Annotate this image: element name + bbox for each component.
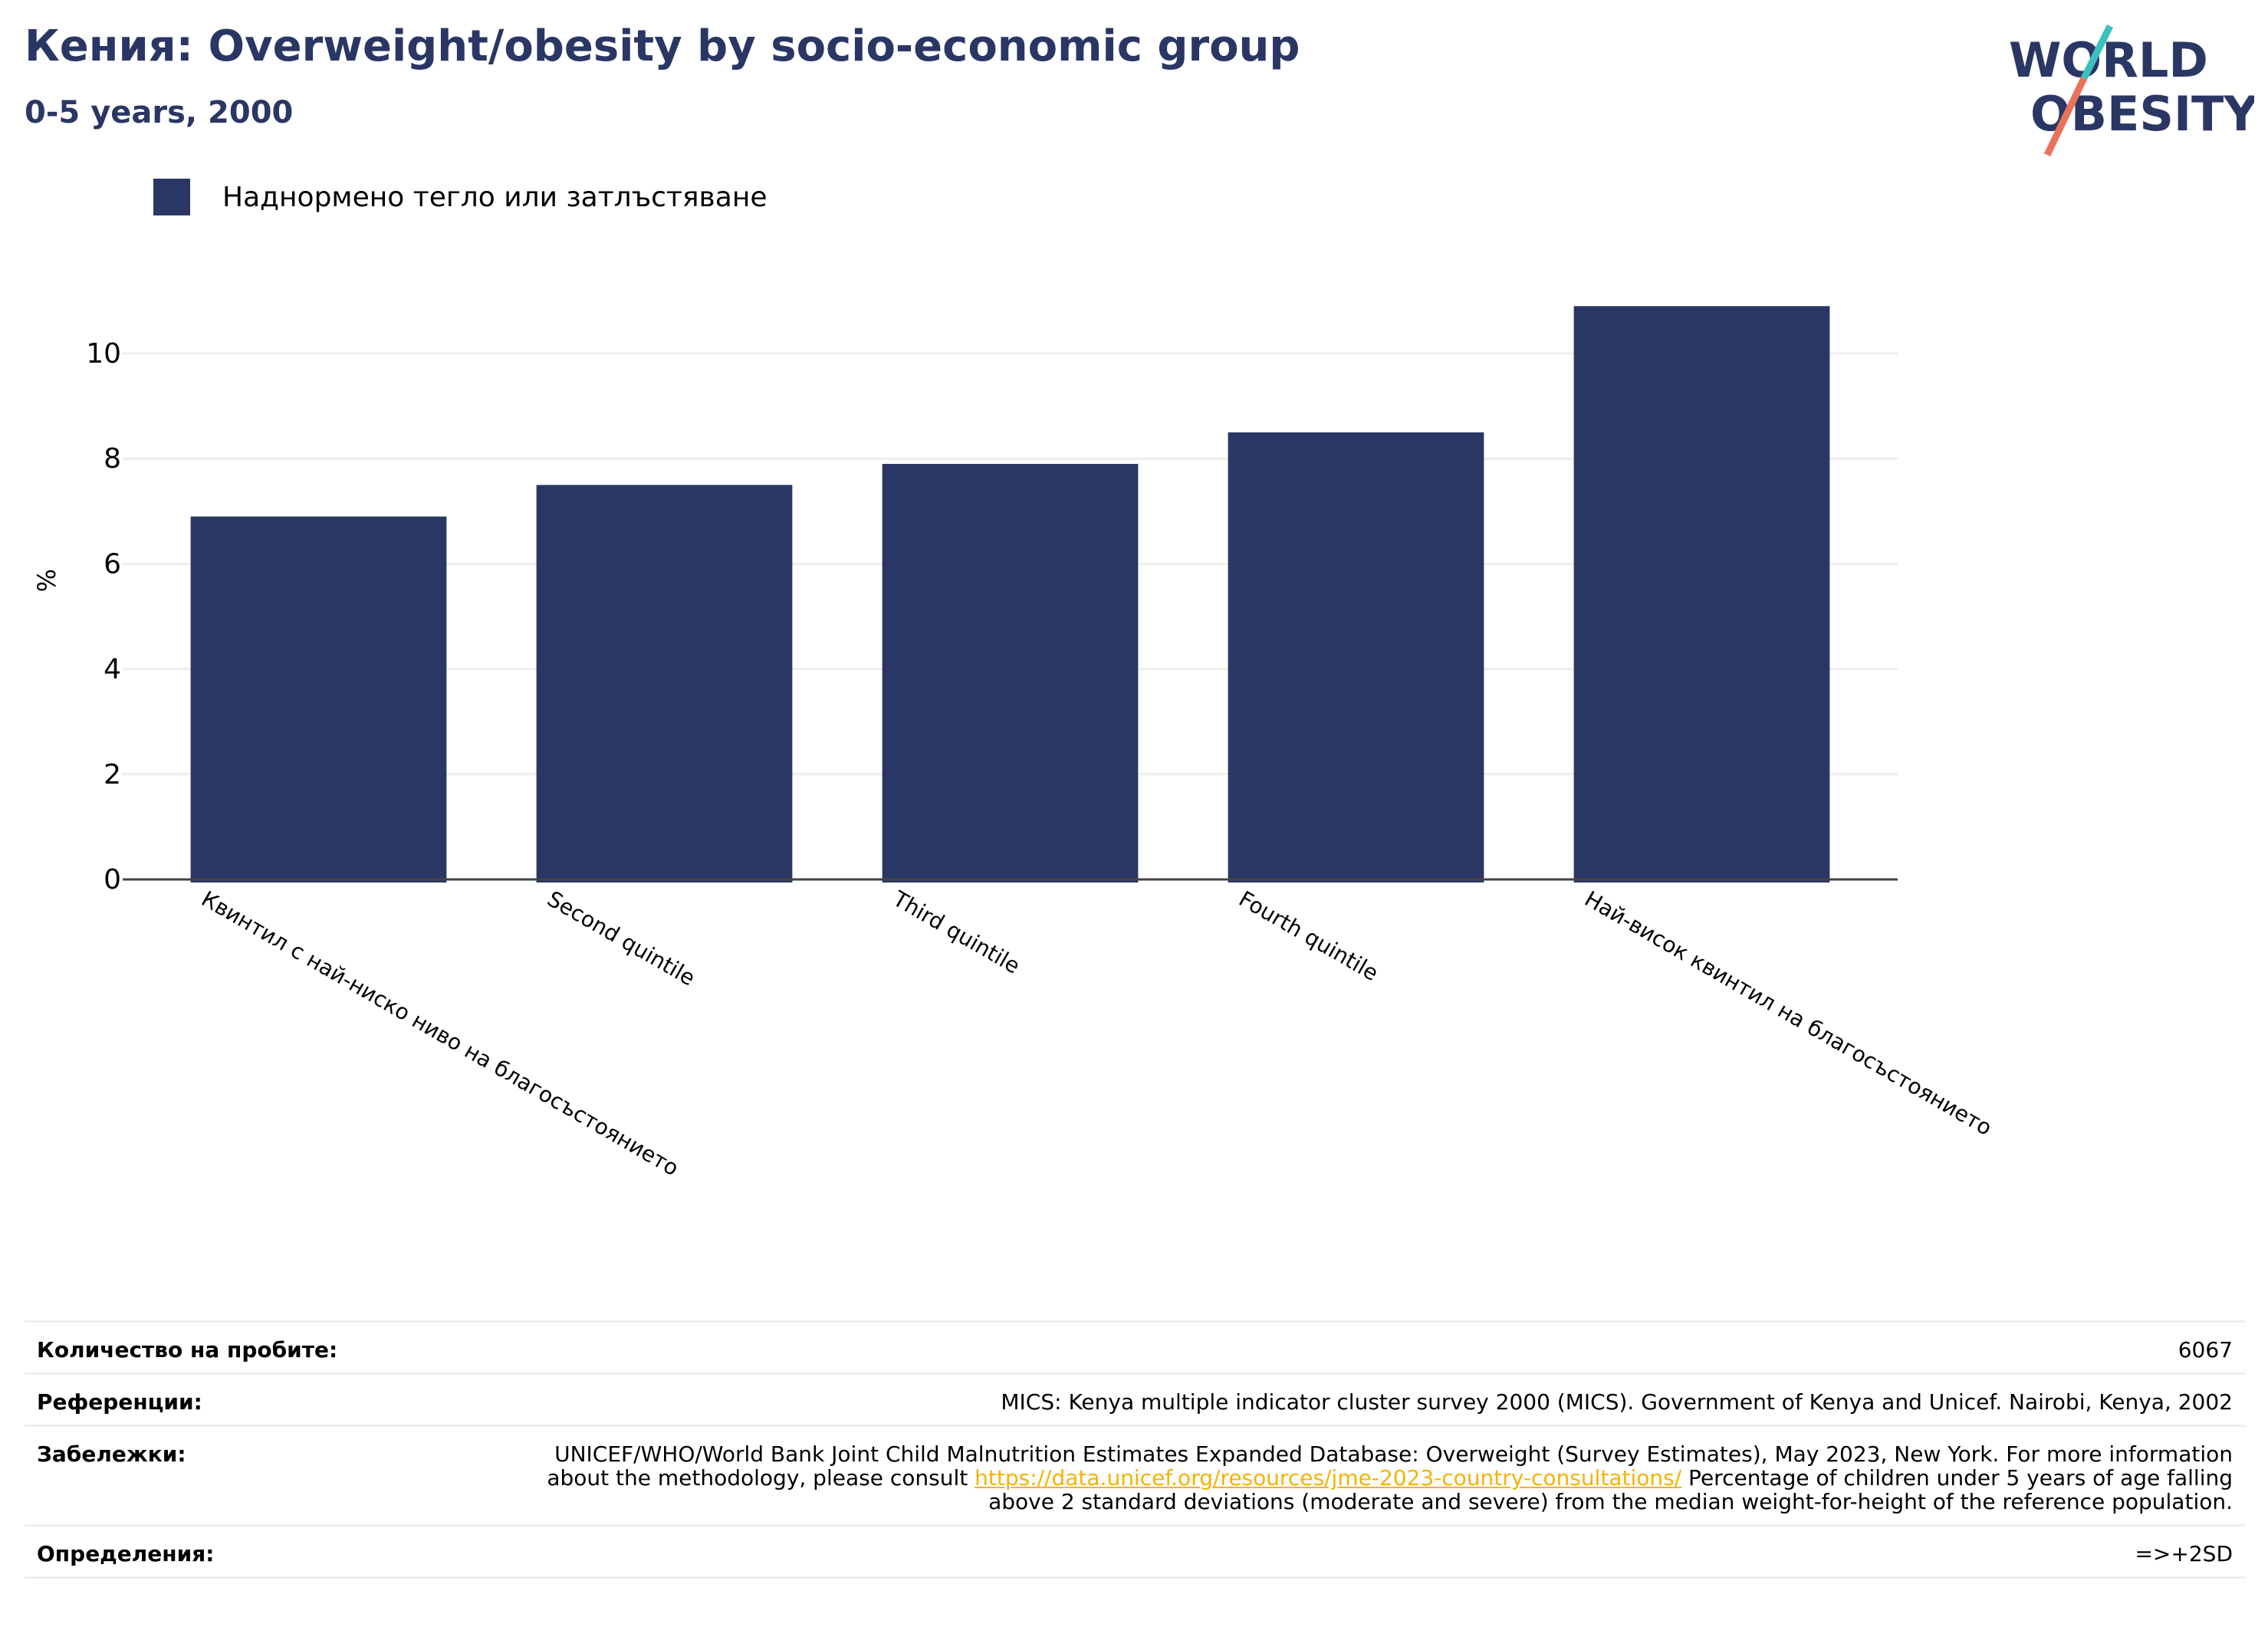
definitions-label: Определения: [37,1541,215,1566]
references-value: MICS: Kenya multiple indicator cluster s… [1001,1389,2233,1415]
chart-subtitle: 0-5 years, 2000 [25,95,294,130]
x-tick-label: Third quintile [888,886,1024,979]
y-tick-label: 0 [104,864,121,896]
y-tick-label: 6 [104,548,121,580]
methodology-link[interactable]: https://data.unicef.org/resources/jme-20… [975,1465,1682,1491]
chart-footer: Количество на пробите: 6067 Референции: … [25,1320,2245,1579]
world-obesity-logo: WORLD OBESITY [2009,24,2254,156]
x-tick-label: Second quintile [543,886,699,991]
notes-text-after: Percentage of children under 5 years of … [988,1465,2233,1514]
bar [536,485,793,883]
footer-row-definitions: Определения: =>+2SD [25,1524,2245,1579]
notes-text-before: UNICEF/WHO/World Bank Joint Child Malnut… [547,1441,2233,1491]
definitions-value: =>+2SD [2135,1541,2233,1566]
svg-text:WORLD: WORLD [2009,32,2208,88]
legend-label: Наднормено тегло или затлъстяване [222,181,768,213]
x-tick-label: Fourth quintile [1234,886,1382,986]
sample-label: Количество на пробите: [37,1337,338,1362]
y-tick-label: 4 [104,654,121,685]
notes-label: Забележки: [37,1441,186,1467]
bar [882,464,1139,883]
x-tick-label: Най-висок квинтил на благосъстоянието [1580,886,1996,1140]
chart-title: Кения: Overweight/obesity by socio-econo… [25,21,1300,71]
y-tick-label: 8 [104,443,121,475]
sample-value: 6067 [2178,1337,2233,1362]
chart-legend: Наднормено тегло или затлъстяване [153,178,768,216]
y-axis-title: % [32,569,61,592]
legend-swatch [153,179,190,215]
bar [1573,306,1830,883]
notes-value: UNICEF/WHO/World Bank Joint Child Malnut… [546,1442,2233,1514]
bar [190,516,447,883]
bar [1228,432,1484,883]
y-tick-label: 2 [104,759,121,790]
references-label: Референции: [37,1389,202,1415]
footer-row-notes: Забележки: UNICEF/WHO/World Bank Joint C… [25,1425,2245,1524]
footer-row-references: Референции: MICS: Kenya multiple indicat… [25,1372,2245,1425]
y-tick-label: 10 [86,338,121,370]
footer-row-sample: Количество на пробите: 6067 [25,1320,2245,1372]
